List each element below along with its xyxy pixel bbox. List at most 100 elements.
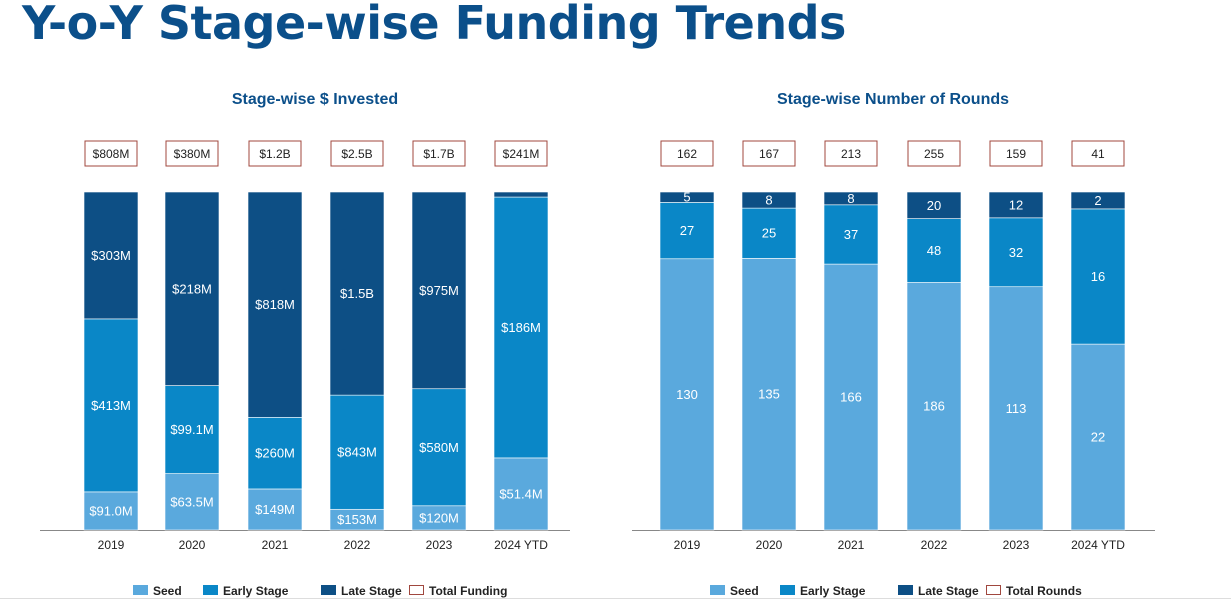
data-label: 16 bbox=[1091, 269, 1105, 284]
legend-label: Late Stage bbox=[341, 584, 402, 598]
bar-segment-seed bbox=[906, 282, 962, 531]
data-label: 37 bbox=[844, 227, 858, 242]
page-title: Y-o-Y Stage-wise Funding Trends bbox=[22, 0, 846, 50]
total-label: 41 bbox=[1091, 147, 1105, 161]
data-label: $580M bbox=[419, 440, 459, 455]
data-label: $51.4M bbox=[499, 486, 542, 501]
total-box bbox=[494, 140, 548, 167]
x-tick-label: 2021 bbox=[838, 538, 865, 552]
bar-segment-late-stage bbox=[741, 191, 797, 209]
x-tick-label: 2023 bbox=[1003, 538, 1030, 552]
total-label: 255 bbox=[924, 147, 944, 161]
data-label: 22 bbox=[1091, 430, 1105, 445]
total-box bbox=[330, 140, 384, 167]
x-tick-label: 2024 YTD bbox=[494, 538, 548, 552]
data-label: $843M bbox=[337, 445, 377, 460]
total-label: 213 bbox=[841, 147, 861, 161]
total-box bbox=[248, 140, 302, 167]
legend-label: Seed bbox=[730, 584, 759, 598]
legend-swatch-early-stage bbox=[203, 585, 218, 595]
legend-swatch-late-stage bbox=[321, 585, 336, 595]
legend-swatch-late-stage bbox=[898, 585, 913, 595]
total-label: 162 bbox=[677, 147, 697, 161]
legend-swatch-total bbox=[409, 585, 424, 595]
legend-label: Total Funding bbox=[429, 584, 507, 598]
data-label: 113 bbox=[1006, 401, 1027, 416]
bar-segment-late-stage bbox=[164, 191, 220, 386]
total-box bbox=[989, 140, 1043, 167]
total-box bbox=[84, 140, 138, 167]
x-tick-label: 2024 YTD bbox=[1071, 538, 1125, 552]
bar-segment-seed bbox=[823, 263, 879, 531]
legend-label: Early Stage bbox=[223, 584, 289, 598]
bar-segment-early-stage bbox=[906, 218, 962, 283]
bar-segment-early-stage bbox=[411, 388, 467, 507]
data-label: 135 bbox=[758, 387, 780, 402]
x-tick-label: 2022 bbox=[921, 538, 948, 552]
total-box bbox=[165, 140, 219, 167]
x-tick-label: 2023 bbox=[426, 538, 453, 552]
data-label: $149M bbox=[255, 502, 295, 517]
legend-label: Early Stage bbox=[800, 584, 866, 598]
total-label: $1.2B bbox=[259, 147, 290, 161]
data-label: $218M bbox=[172, 281, 212, 296]
legend-label: Total Rounds bbox=[1006, 584, 1082, 598]
legend-label: Late Stage bbox=[918, 584, 979, 598]
x-tick-label: 2021 bbox=[262, 538, 289, 552]
data-label: $1.5B bbox=[340, 286, 374, 301]
x-tick-label: 2020 bbox=[179, 538, 206, 552]
bar-segment-late-stage bbox=[659, 191, 715, 203]
bar-segment-early-stage bbox=[247, 417, 303, 490]
data-label: $91.0M bbox=[89, 503, 132, 518]
bar-segment-seed bbox=[1070, 343, 1126, 531]
bar-segment-early-stage bbox=[493, 196, 549, 459]
total-box bbox=[412, 140, 466, 167]
data-label: 130 bbox=[676, 387, 698, 402]
bar-segment-seed bbox=[988, 286, 1044, 531]
data-label: 8 bbox=[847, 191, 854, 206]
bar-segment-seed bbox=[164, 473, 220, 531]
data-label: 166 bbox=[840, 390, 862, 405]
total-label: $1.7B bbox=[423, 147, 454, 161]
data-label: $153M bbox=[337, 512, 377, 527]
bar-segment-early-stage bbox=[83, 318, 139, 493]
data-label: 186 bbox=[923, 399, 945, 414]
data-label: $818M bbox=[255, 297, 295, 312]
bar-segment-seed bbox=[659, 258, 715, 531]
bar-segment-late-stage bbox=[1070, 191, 1126, 210]
x-tick-label: 2019 bbox=[674, 538, 701, 552]
bar-segment-late-stage bbox=[247, 191, 303, 418]
total-box bbox=[660, 140, 714, 167]
data-label: $120M bbox=[419, 510, 459, 525]
data-label: 2 bbox=[1094, 193, 1101, 208]
total-label: 167 bbox=[759, 147, 779, 161]
total-box bbox=[907, 140, 961, 167]
legend-swatch-seed bbox=[133, 585, 148, 595]
bar-segment-seed bbox=[247, 488, 303, 531]
bar-segment-seed bbox=[411, 505, 467, 531]
data-label: 25 bbox=[762, 226, 776, 241]
total-box bbox=[824, 140, 878, 167]
total-box bbox=[742, 140, 796, 167]
chart-title: Stage-wise $ Invested bbox=[232, 91, 398, 108]
data-label: 8 bbox=[765, 193, 772, 208]
data-label: 5 bbox=[683, 190, 690, 205]
bar-segment-seed bbox=[493, 457, 549, 531]
bar-segment-seed bbox=[83, 491, 139, 531]
bar-segment-late-stage bbox=[906, 191, 962, 219]
data-label: $303M bbox=[91, 248, 131, 263]
bar-segment-seed bbox=[741, 258, 797, 531]
bar-segment-late-stage bbox=[83, 191, 139, 320]
data-label: $260M bbox=[255, 446, 295, 461]
legend-swatch-early-stage bbox=[780, 585, 795, 595]
total-label: 159 bbox=[1006, 147, 1026, 161]
total-label: $380M bbox=[174, 147, 211, 161]
data-label: 12 bbox=[1009, 197, 1023, 212]
divider bbox=[0, 598, 1231, 599]
data-label: 32 bbox=[1009, 245, 1023, 260]
bar-segment-early-stage bbox=[988, 217, 1044, 288]
total-label: $2.5B bbox=[341, 147, 372, 161]
data-label: $63.5M bbox=[170, 494, 213, 509]
bar-segment-early-stage bbox=[659, 202, 715, 260]
